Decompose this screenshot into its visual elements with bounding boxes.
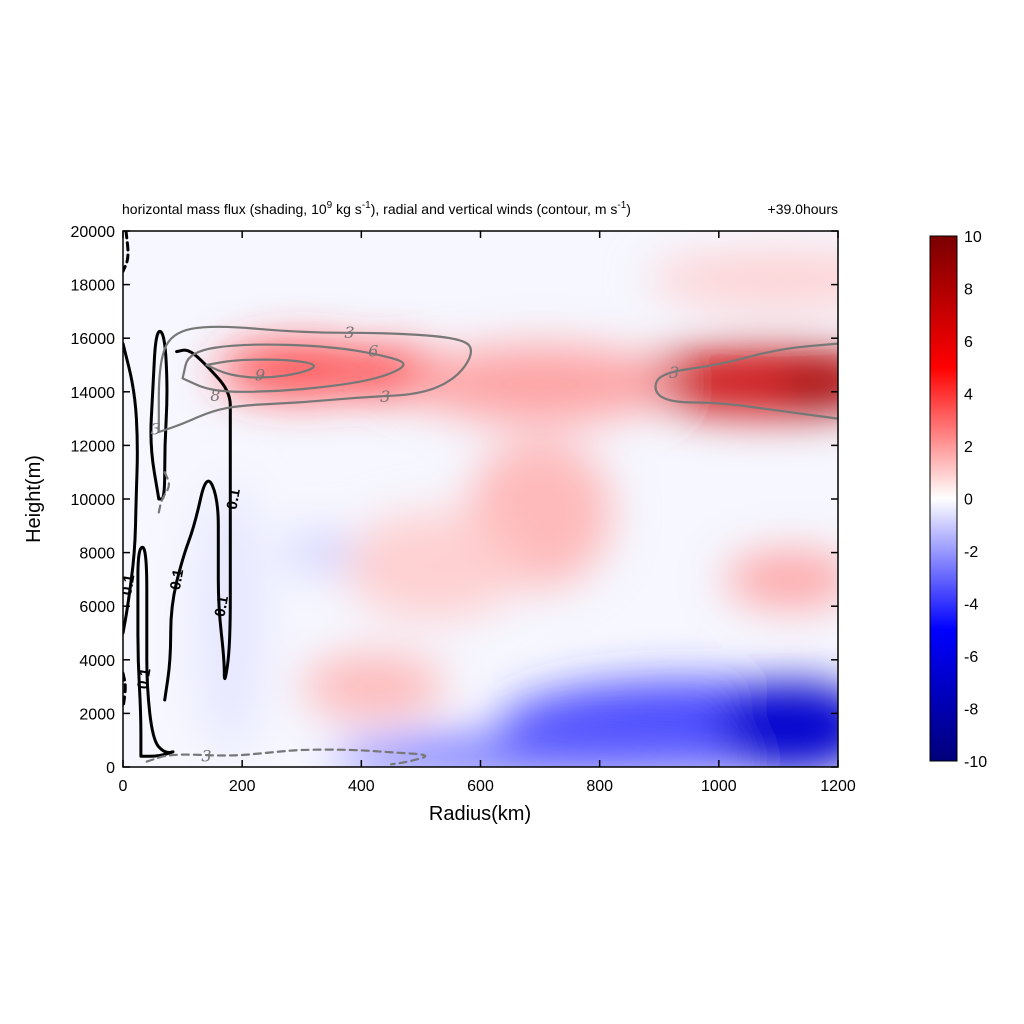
x-tick-label: 1000 [701,778,737,795]
contour-label: 8 [210,386,220,405]
chart-title: horizontal mass flux (shading, 109 kg s-… [122,200,631,217]
colorbar-tick-label: 10 [964,229,982,246]
svg-text:9: 9 [255,366,265,385]
contour-line [163,348,232,702]
shading-region [409,346,672,422]
colorbar-tick-label: 0 [964,492,973,509]
colorbar-tick-label: 4 [964,387,973,404]
colorbar-gradient [929,235,958,762]
contour-label: 6 [368,342,378,361]
shading-region [283,533,356,572]
x-tick-label: 1200 [820,778,856,795]
contour-label: 0.1 [118,573,138,596]
y-tick-label: 10000 [71,492,116,509]
contour-line [157,471,170,514]
y-axis-title: Height(m) [23,455,45,543]
colorbar-tick-label: -2 [964,544,978,561]
contour-label: 0.1 [212,595,232,618]
colorbar-ticks: 10 8 6 4 2 0 -2 -4 -6 -8 -10 [964,229,987,771]
shading-region [629,346,838,416]
svg-text:8: 8 [210,386,220,405]
shading-region [343,512,523,620]
x-axis-title: Radius(km) [429,803,531,825]
shading-region [784,362,838,411]
svg-text:0.1: 0.1 [134,667,154,690]
shading-region [718,681,838,767]
contour-label: 3 [201,746,211,765]
colorbar-tick-label: -10 [964,754,987,771]
time-label: +39.0hours [768,201,838,217]
x-tick-label: 800 [586,778,613,795]
svg-text:0.1: 0.1 [224,487,244,510]
contour-label: 0.1 [134,667,154,690]
contour-layer [123,231,838,766]
contour-label: 9 [255,366,265,385]
svg-text:0.1: 0.1 [167,568,187,591]
y-tick-label: 4000 [79,653,115,670]
y-tick-label: 14000 [71,385,116,402]
x-tick-label: 600 [467,778,494,795]
y-tick-label: 8000 [79,546,115,563]
y-tick-label: 18000 [71,278,116,295]
svg-text:0.1: 0.1 [118,573,138,596]
svg-text:3: 3 [151,419,161,438]
contour-label: 3 [151,419,161,438]
y-tick-label: 16000 [71,331,116,348]
y-tick-label: 0 [106,760,115,777]
shading-layer [194,252,838,767]
contour-line [181,343,405,393]
x-tick-label: 0 [119,778,128,795]
y-tick-label: 6000 [79,599,115,616]
svg-text:3: 3 [344,323,354,342]
contour-line [654,342,838,420]
contour-line [145,748,427,766]
shading-region [647,252,838,307]
y-tick-label: 20000 [71,224,116,241]
colorbar-tick-label: -8 [964,702,978,719]
contour-line [205,358,316,379]
x-tick-label: 200 [229,778,256,795]
contour-label: 0.1 [224,487,244,510]
contour-line [123,231,130,273]
svg-text:3: 3 [201,746,211,765]
contour-line [123,342,139,635]
y-tick-label: 12000 [71,438,116,455]
contour-label: 3 [669,363,679,382]
x-tick-label: 400 [348,778,375,795]
svg-text:0.1: 0.1 [212,595,232,618]
colorbar-tick-label: 2 [964,439,973,456]
contour-line [136,545,175,758]
colorbar-tick-label: 8 [964,282,973,299]
y-axis: 0 2000 4000 6000 8000 10000 12000 14000 16000 180… [71,224,838,777]
shading-region [331,734,749,767]
contour-line [149,330,169,501]
contour-label: 3 [380,387,390,406]
colorbar-tick-label: 6 [964,334,973,351]
svg-text:3: 3 [669,363,679,382]
y-tick-label: 2000 [79,706,115,723]
shading-region [301,654,445,719]
shading-region [724,552,838,607]
colorbar-tick-label: -6 [964,649,978,666]
svg-text:3: 3 [380,387,390,406]
colorbar-tick-label: -4 [964,597,978,614]
contour-label: 0.1 [167,568,187,591]
contour-label: 3 [344,323,354,342]
svg-text:6: 6 [368,342,378,361]
colorbar: 10 8 6 4 2 0 -2 -4 -6 -8 -10 [929,229,987,771]
x-axis: 0 200 400 600 800 1000 1200 [119,231,856,795]
contour-line [157,325,473,434]
